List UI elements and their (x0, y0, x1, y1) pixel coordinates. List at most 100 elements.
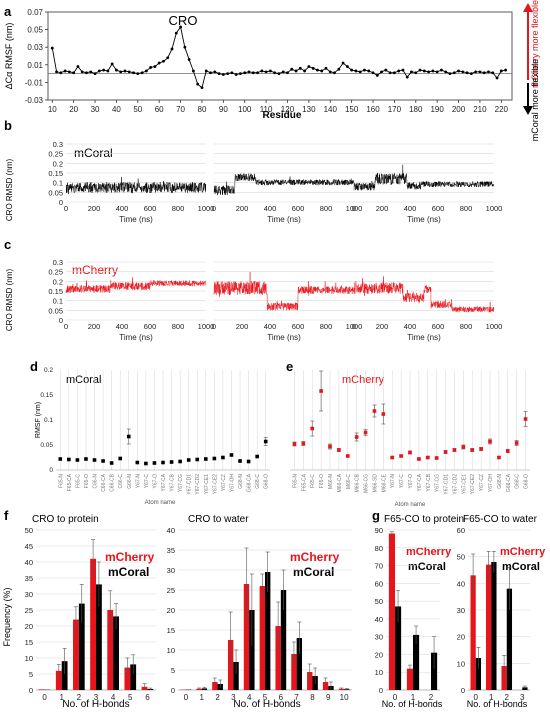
panel-b-xtick-label: 400 (404, 204, 417, 213)
panel-f-left-ytick-label: 10 (25, 654, 33, 663)
panel-b-ytick-label: 0.2 (53, 159, 63, 168)
panel-label-g: g (372, 508, 380, 523)
panel-g-right-ytick-label: 20 (457, 633, 465, 642)
cro-peak-label: CRO (169, 13, 198, 28)
panel-d-point (255, 454, 259, 459)
panel-f-right-ytick-label: 10 (167, 646, 175, 655)
panel-a-xtick-label: 150 (345, 105, 359, 114)
panel-d-point (109, 461, 114, 465)
panel-e-point (319, 389, 323, 393)
panel-e-tick-label: Y67-CD1 (444, 474, 450, 495)
panel-b-trace-2 (213, 173, 355, 196)
panel-c-xtick-label: 400 (264, 322, 277, 331)
panel-f-right-ytick-label: 25 (167, 586, 175, 595)
panel-e-tick-label: M66-CG (364, 474, 370, 493)
panel-e-point (461, 445, 466, 449)
panel-a-point (200, 86, 204, 90)
panel-f-right-xtick-label: 9 (326, 693, 331, 702)
panel-a-point (149, 66, 153, 69)
panel-e-tick-label: M66-CE (381, 473, 387, 492)
panel-a-xtick-label: 40 (112, 105, 121, 114)
panel-a-point (170, 47, 174, 51)
panel-d-point (246, 459, 251, 464)
panel-a-point (72, 71, 76, 75)
panel-b-xtick-label: 0 (64, 204, 68, 213)
panel-a-ytick-label: 0.05 (27, 26, 43, 35)
panel-a-point (281, 70, 285, 74)
panel-f-right-bar-mcoral (233, 662, 239, 690)
panel-g-left-ytick-label: 60 (375, 579, 383, 588)
panel-f-left-bar-mcherry (73, 619, 79, 690)
panel-d-tick-label: Y67-CA (161, 473, 167, 491)
panel-d-tick-label: Y67-CG (178, 474, 184, 492)
panel-a-point (119, 70, 123, 74)
panel-g-right-bar-mcherry (501, 666, 507, 690)
panel-f-right-xtick-label: 4 (247, 693, 252, 702)
panel-g-right-xlabel: No. of H-bonds (467, 699, 528, 709)
panel-d-tick-label: G66-N (127, 474, 133, 489)
panel-b-ytick-label: 0 (59, 198, 63, 207)
panel-d-tick-label: Y67-O (152, 474, 158, 489)
panel-e-tick-label: Y67-O (408, 474, 414, 489)
panel-a-xtick-label: 140 (324, 105, 338, 114)
panel-a-xtick-label: 180 (409, 105, 423, 114)
panel-a-point (102, 68, 105, 72)
panel-g-left-ytick-label: 50 (375, 597, 383, 606)
panel-f-right-xtick-label: 1 (200, 693, 205, 702)
panel-d-point (152, 461, 157, 465)
panel-a-point (435, 70, 439, 74)
panel-e-point (363, 430, 368, 435)
panel-a-xtick-label: 220 (495, 105, 509, 114)
panel-e-point (443, 450, 448, 454)
panel-d-point (204, 457, 208, 461)
panel-c-xlabel: Time (ns) (267, 333, 301, 342)
panel-e-tick-label: Y67-CE1 (461, 474, 467, 495)
panel-d-tick-label: Y67-CB (170, 473, 176, 491)
panel-f-left-ytick-label: 20 (25, 622, 33, 631)
panel-a-point (465, 71, 469, 75)
panel-a-point (482, 71, 486, 75)
panel-a-xtick-label: 120 (281, 105, 295, 114)
panel-a-point (55, 70, 58, 74)
panel-c-ytick-label: 0.05 (48, 306, 63, 315)
panel-f-right-bar-mcherry (307, 672, 313, 690)
panel-d-tick-label: Y67-N (135, 474, 141, 489)
panel-a-point (388, 71, 392, 75)
panel-b-trace-1 (65, 177, 207, 195)
panel-g-right-bar-mcherry (485, 564, 492, 690)
panel-a-xtick-label: 160 (366, 105, 380, 114)
panel-c-xtick-label: 0 (212, 322, 216, 331)
panel-f-ylabel: Frequency (%) (2, 587, 12, 646)
panel-d-title: mCoral (66, 374, 101, 386)
panel-b-xlabel: Time (ns) (119, 215, 153, 224)
panel-e-tick-label: Y67-CZ (479, 474, 485, 491)
panel-f-left-ytick-label: 15 (25, 638, 33, 647)
panel-d-tick-label: F65-O (84, 474, 90, 488)
panel-b-ytick-label: 0.3 (53, 140, 63, 149)
panel-e-point (301, 441, 306, 446)
panel-f-left-ytick-label: 40 (25, 558, 33, 567)
panel-a-point (187, 58, 191, 61)
panel-a-point (97, 69, 101, 73)
panel-b-xtick-label: 800 (172, 204, 185, 213)
panel-a-point (204, 69, 208, 73)
panel-b-ytick-label: 0.1 (53, 179, 63, 188)
panel-e-point (390, 455, 395, 460)
panel-g-left-bar-mcherry (388, 533, 395, 690)
panel-b-xtick-label: 200 (236, 204, 249, 213)
panel-a-point (290, 67, 294, 71)
panel-f-xlabel: No. of H-bonds (62, 699, 129, 710)
panel-g-right-ytick-label: 0 (461, 686, 465, 695)
panel-g-right-ytick-label: 40 (457, 579, 465, 588)
panel-d-tick-label: G68-CA (247, 473, 253, 492)
panel-d-ytick-label: 0.15 (40, 392, 53, 399)
panel-a-point (80, 70, 84, 74)
panel-a-ytick-label: -0.03 (25, 96, 44, 105)
panel-d-tick-label: G68-C (255, 474, 261, 489)
panel-e-tick-label: M66-C (346, 474, 352, 489)
panel-a-point (350, 68, 354, 72)
panel-a-point (243, 71, 247, 75)
panel-a-point (333, 71, 336, 75)
panel-a-xtick-label: 10 (48, 105, 57, 114)
panel-e-point (399, 454, 403, 458)
